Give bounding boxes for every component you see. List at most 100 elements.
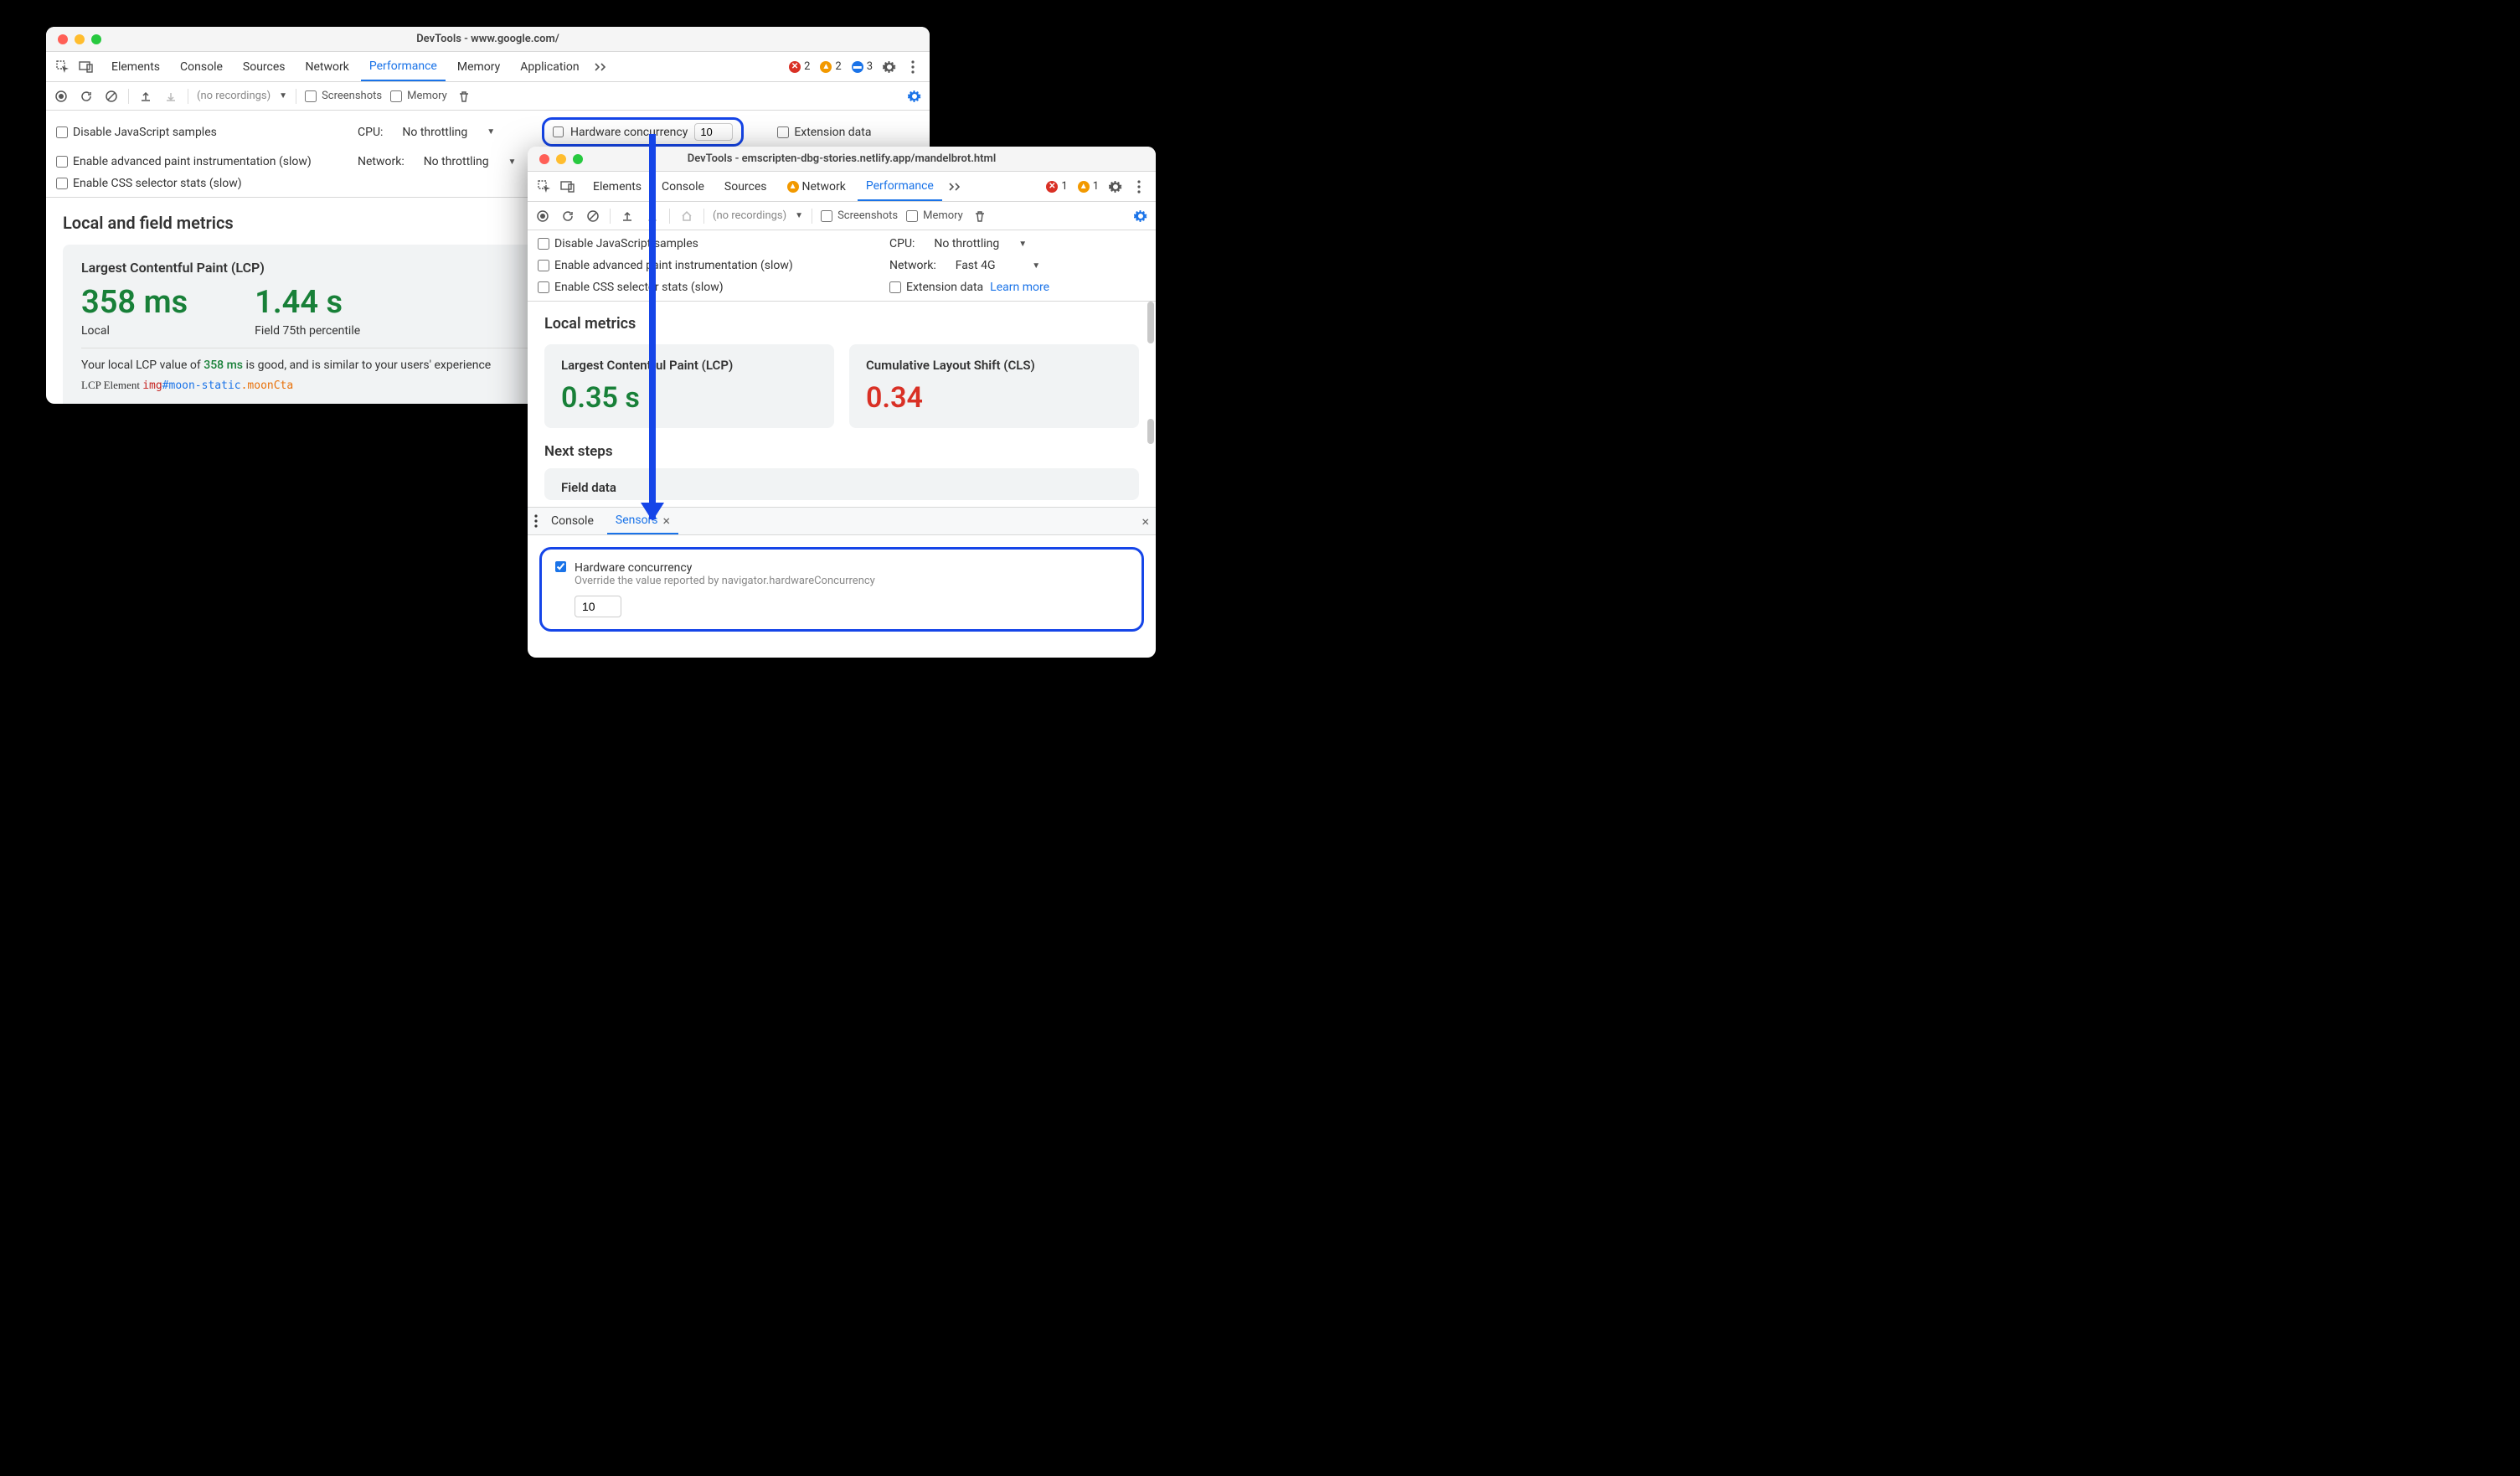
- cpu-select[interactable]: CPU: No throttling ▼: [889, 237, 1146, 250]
- devtools-window-2: DevTools - emscripten-dbg-stories.netlif…: [528, 147, 1156, 658]
- device-icon[interactable]: [558, 177, 578, 197]
- field-data-card: Field data: [544, 468, 1139, 500]
- memory-checkbox[interactable]: Memory: [906, 209, 963, 222]
- tab-performance[interactable]: Performance: [858, 172, 942, 201]
- reload-icon[interactable]: [78, 88, 95, 105]
- main-tabbar: Elements Console Sources ▲Network Perfor…: [528, 172, 1156, 202]
- perf-toolbar: (no recordings) ▼ Screenshots Memory: [46, 82, 930, 111]
- lcp-local-value: 358 ms: [81, 284, 188, 321]
- upload-icon[interactable]: [137, 88, 154, 105]
- chevron-down-icon[interactable]: ▼: [279, 91, 287, 101]
- tab-console[interactable]: Console: [172, 52, 231, 81]
- kebab-icon[interactable]: [534, 514, 538, 528]
- adv-paint-checkbox[interactable]: Enable advanced paint instrumentation (s…: [56, 155, 358, 168]
- record-icon[interactable]: [534, 208, 551, 224]
- network-select[interactable]: Network: Fast 4G ▼: [889, 259, 1146, 272]
- record-icon[interactable]: [53, 88, 70, 105]
- learn-more-link[interactable]: Learn more: [990, 281, 1049, 294]
- kebab-icon[interactable]: [903, 57, 923, 77]
- warning-badge[interactable]: ▲2: [817, 60, 844, 73]
- hc-input[interactable]: [575, 596, 621, 617]
- upload-icon[interactable]: [619, 208, 636, 224]
- extension-data-checkbox[interactable]: Extension data: [777, 126, 871, 139]
- adv-paint-checkbox[interactable]: Enable advanced paint instrumentation (s…: [538, 259, 889, 272]
- gear-icon[interactable]: [1105, 177, 1126, 197]
- minimize-icon[interactable]: [556, 154, 566, 164]
- zoom-icon[interactable]: [573, 154, 583, 164]
- kebab-icon[interactable]: [1129, 177, 1149, 197]
- css-stats-checkbox[interactable]: Enable CSS selector stats (slow): [538, 281, 889, 294]
- tab-network[interactable]: ▲Network: [779, 172, 854, 201]
- scrollbar[interactable]: [1147, 419, 1154, 444]
- chevron-down-icon: ▼: [508, 157, 517, 167]
- info-badge[interactable]: ▬3: [848, 60, 876, 73]
- gear-icon[interactable]: [879, 57, 899, 77]
- annotation-arrow: [649, 134, 656, 519]
- zoom-icon[interactable]: [91, 34, 101, 44]
- screenshots-checkbox[interactable]: Screenshots: [821, 209, 898, 222]
- close-icon[interactable]: [58, 34, 68, 44]
- drawer-close-icon[interactable]: ×: [1141, 514, 1149, 529]
- hc-input[interactable]: [694, 123, 733, 141]
- tab-network[interactable]: Network: [297, 52, 358, 81]
- settings-gear-icon[interactable]: [1132, 208, 1149, 224]
- inspect-icon[interactable]: [534, 177, 554, 197]
- warning-icon: ▲: [1078, 181, 1090, 193]
- hc-desc: Override the value reported by navigator…: [575, 575, 875, 587]
- trash-icon[interactable]: [456, 88, 472, 105]
- recordings-label[interactable]: (no recordings): [713, 209, 786, 222]
- tab-application[interactable]: Application: [512, 52, 587, 81]
- cls-title: Cumulative Layout Shift (CLS): [866, 358, 1122, 373]
- screenshots-checkbox[interactable]: Screenshots: [305, 90, 382, 102]
- hc-checkbox[interactable]: [555, 561, 566, 572]
- perf-content: Local metrics Largest Contentful Paint (…: [528, 302, 1156, 507]
- tab-memory[interactable]: Memory: [449, 52, 508, 81]
- memory-checkbox[interactable]: Memory: [390, 90, 447, 102]
- extension-data-checkbox[interactable]: Extension data: [889, 281, 983, 294]
- tab-elements[interactable]: Elements: [585, 172, 650, 201]
- recordings-label[interactable]: (no recordings): [197, 90, 271, 102]
- tab-sources[interactable]: Sources: [234, 52, 294, 81]
- hc-label: Hardware concurrency: [575, 561, 875, 575]
- tab-sources[interactable]: Sources: [716, 172, 776, 201]
- scrollbar[interactable]: [1147, 302, 1154, 343]
- settings-gear-icon[interactable]: [906, 88, 923, 105]
- titlebar: DevTools - emscripten-dbg-stories.netlif…: [528, 147, 1156, 172]
- css-stats-checkbox[interactable]: Enable CSS selector stats (slow): [56, 177, 358, 190]
- more-tabs-icon[interactable]: [591, 57, 611, 77]
- disable-js-checkbox[interactable]: Disable JavaScript samples: [56, 126, 358, 139]
- error-count: 2: [804, 60, 810, 73]
- chevron-down-icon: ▼: [1018, 240, 1027, 249]
- disable-js-checkbox[interactable]: Disable JavaScript samples: [538, 237, 889, 250]
- tab-console[interactable]: Console: [653, 172, 713, 201]
- chevron-down-icon[interactable]: ▼: [795, 211, 803, 220]
- error-badge[interactable]: ✕1: [1043, 180, 1070, 193]
- titlebar: DevTools - www.google.com/: [46, 27, 930, 52]
- clear-icon[interactable]: [103, 88, 120, 105]
- network-select[interactable]: Network: No throttling ▼: [358, 155, 542, 168]
- drawer-tab-console[interactable]: Console: [543, 508, 602, 534]
- warning-badge[interactable]: ▲1: [1074, 180, 1102, 193]
- capture-settings: Disable JavaScript samples CPU: No throt…: [528, 230, 1156, 302]
- warning-icon: ▲: [787, 181, 799, 193]
- warning-icon: ▲: [820, 61, 832, 73]
- tab-performance[interactable]: Performance: [361, 52, 446, 81]
- hc-checkbox[interactable]: [553, 126, 564, 137]
- inspect-icon[interactable]: [53, 57, 73, 77]
- sensor-hardware-concurrency: Hardware concurrency Override the value …: [539, 547, 1144, 632]
- reload-icon[interactable]: [559, 208, 576, 224]
- tab-elements[interactable]: Elements: [103, 52, 168, 81]
- hc-label: Hardware concurrency: [570, 126, 688, 139]
- trash-icon[interactable]: [971, 208, 988, 224]
- cpu-select[interactable]: CPU: No throttling ▼: [358, 126, 542, 139]
- device-icon[interactable]: [76, 57, 96, 77]
- error-icon: ✕: [789, 61, 801, 73]
- more-tabs-icon[interactable]: [946, 177, 966, 197]
- window-title: DevTools - emscripten-dbg-stories.netlif…: [528, 152, 1156, 165]
- clear-icon[interactable]: [585, 208, 601, 224]
- error-badge[interactable]: ✕2: [786, 60, 813, 73]
- close-icon[interactable]: [539, 154, 549, 164]
- download-icon[interactable]: [162, 88, 179, 105]
- home-icon[interactable]: [678, 208, 695, 224]
- minimize-icon[interactable]: [75, 34, 85, 44]
